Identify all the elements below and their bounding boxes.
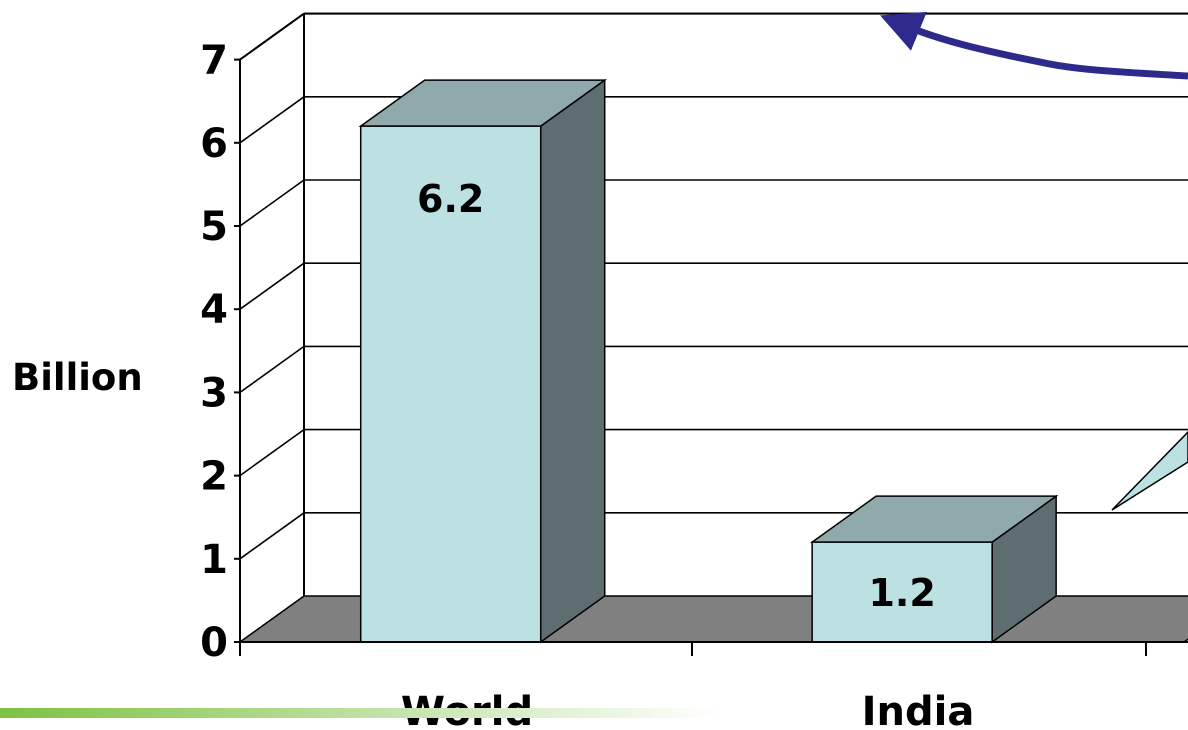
gridline-side [239, 96, 305, 144]
y-tick-label: 1 [200, 537, 228, 583]
gridline-side [239, 345, 305, 394]
gridline-side [239, 428, 305, 477]
footer-accent-bar [0, 708, 720, 718]
gridline-side [239, 12, 305, 61]
bar-data-label: 6.2 [417, 177, 484, 221]
annotation-arrow-icon [880, 11, 1188, 80]
bar: 1.2 [809, 494, 1059, 644]
y-tick-label: 5 [200, 204, 228, 250]
y-tick-label: 0 [200, 620, 228, 666]
y-axis: 0 1 2 3 4 5 6 7 [200, 38, 240, 666]
gridline-side [239, 179, 305, 227]
bar: 6.2 [358, 78, 608, 644]
gridline-side [239, 512, 305, 560]
bar-front-face [359, 125, 542, 643]
bar-data-label: 1.2 [868, 571, 935, 615]
decorations [0, 11, 1188, 718]
bar-side-face [539, 78, 606, 644]
y-tick-label: 6 [200, 121, 228, 167]
y-tick-label: 4 [200, 287, 228, 333]
x-category-label: India [862, 689, 975, 730]
gridline-side [239, 262, 305, 310]
y-tick-label: 7 [200, 38, 228, 84]
bars: 6.2 1.2 [358, 78, 1059, 644]
callout-pointer-icon [1111, 430, 1188, 511]
y-tick-label: 3 [200, 370, 228, 416]
y-axis-label: Billion [12, 356, 143, 399]
y-tick-label: 2 [200, 454, 228, 500]
